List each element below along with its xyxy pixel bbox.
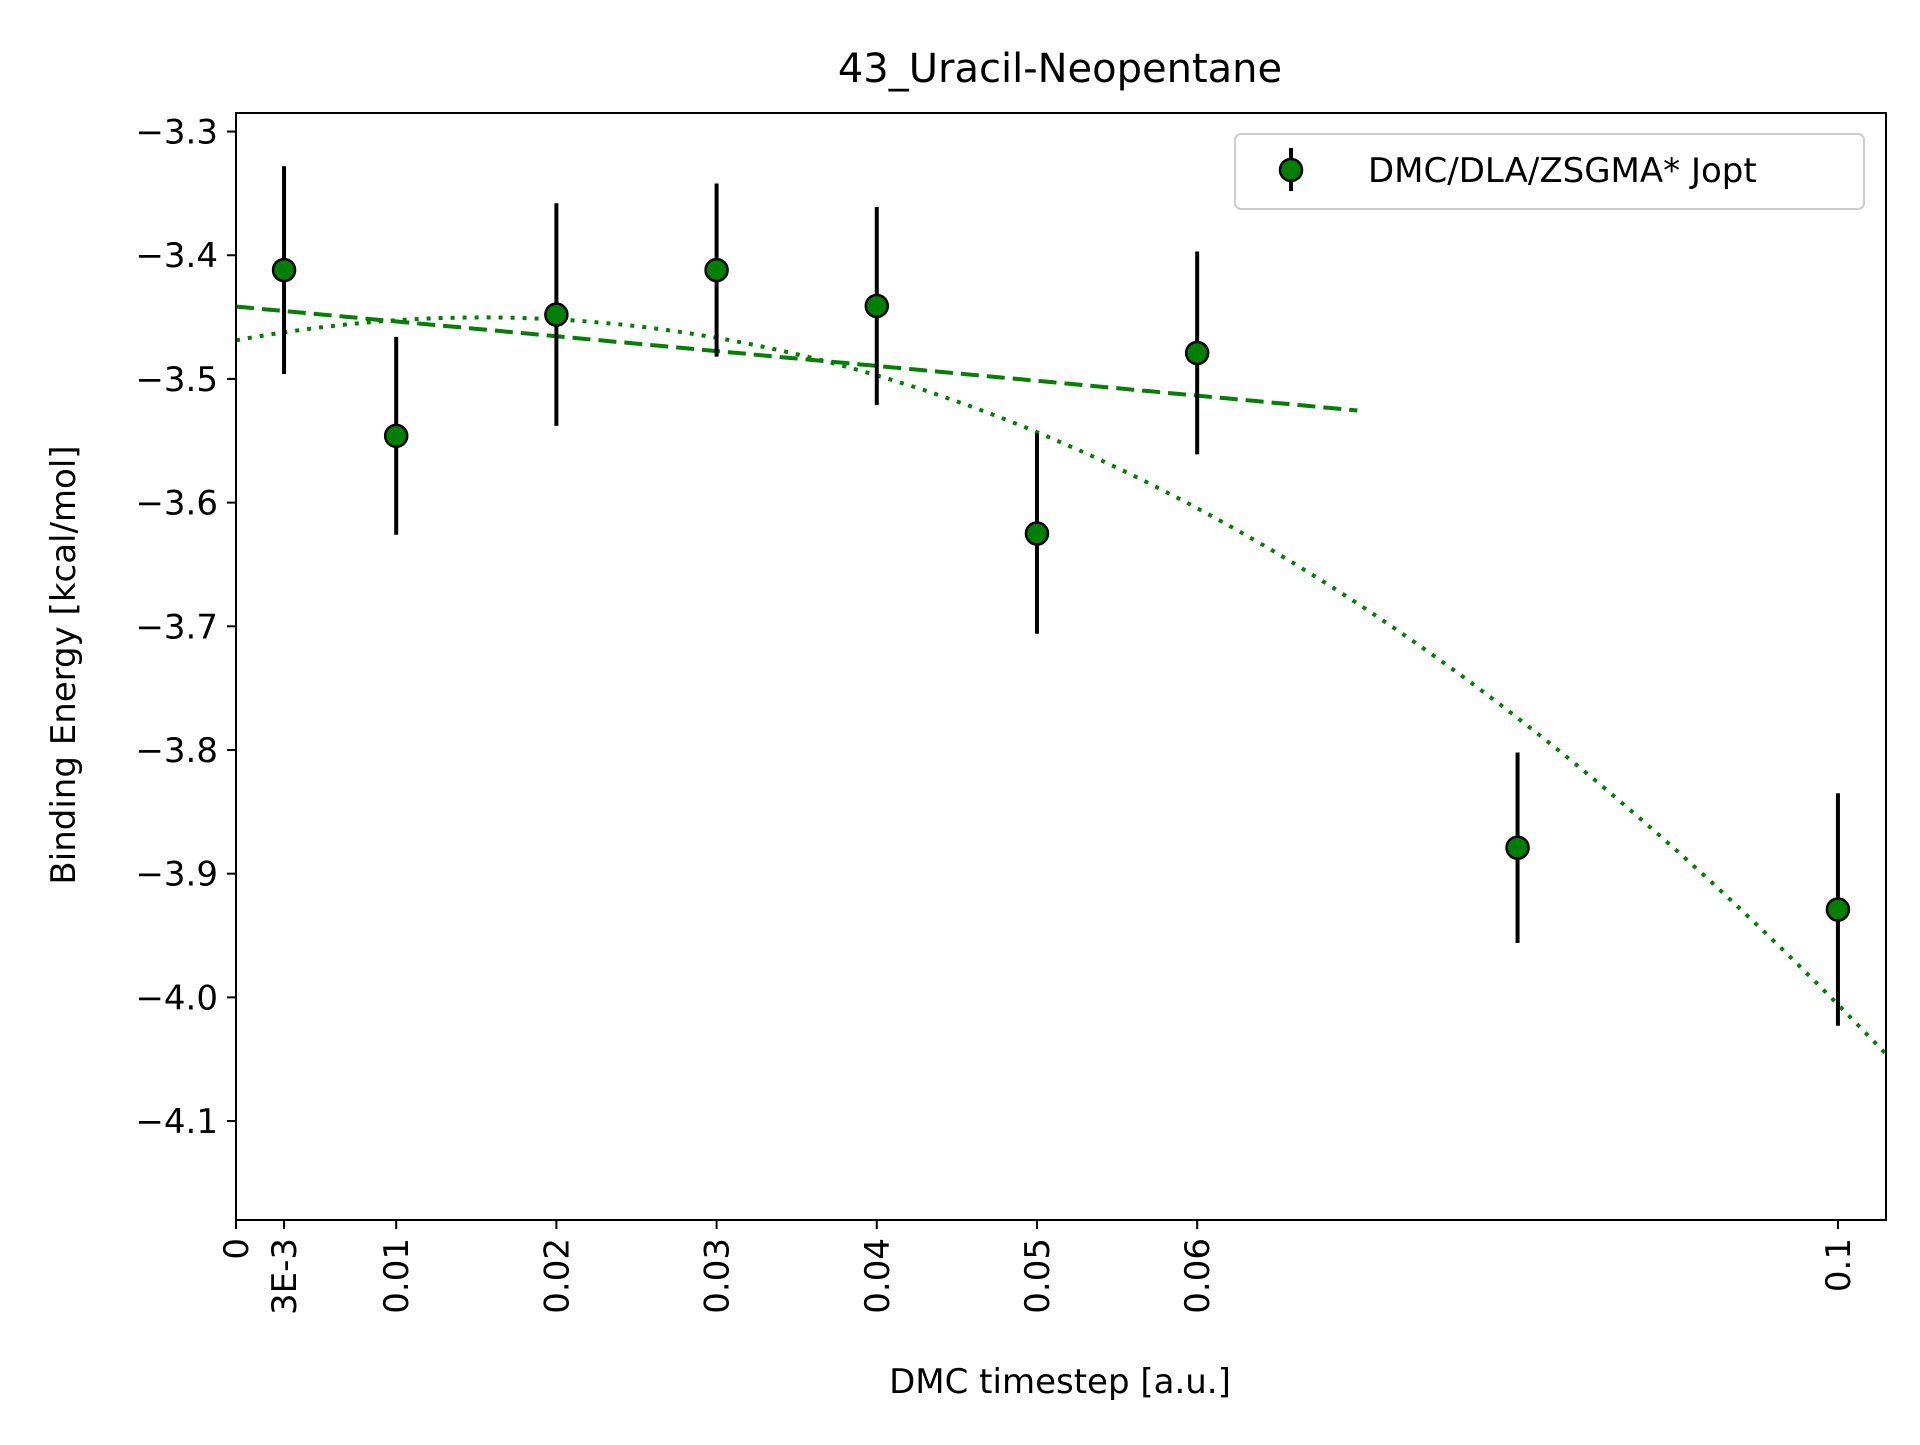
data-point-6 <box>1184 340 1210 366</box>
y-tick-label: −3.6 <box>135 484 218 524</box>
x-tick-label: 0.02 <box>537 1238 577 1314</box>
x-axis-label: DMC timestep [a.u.] <box>889 1362 1231 1402</box>
plot-area: −3.3 −3.4 −3.5 −3.6 −3.7 −3.8 −3.9 −4.0 −4.1 0 3E-… <box>135 112 1887 1315</box>
x-tick-label: 0.03 <box>698 1238 738 1314</box>
y-tick-label: −3.7 <box>135 607 218 647</box>
data-point-1 <box>383 423 409 449</box>
y-tick-label: −3.4 <box>135 236 218 276</box>
y-tick-label: −4.0 <box>135 978 218 1018</box>
fit-line-dashed <box>236 304 1358 413</box>
axes-frame <box>235 112 1887 1221</box>
x-tick-label: 0 <box>217 1238 257 1260</box>
legend: DMC/DLA/ZSGMA* Jopt <box>1234 133 1865 210</box>
x-tick-label: 3E-3 <box>265 1238 305 1315</box>
data-point-7 <box>1505 835 1530 860</box>
legend-box <box>1234 133 1865 210</box>
y-tick-label: −3.5 <box>135 360 218 400</box>
data-point-5 <box>1024 521 1050 546</box>
legend-label: DMC/DLA/ZSGMA* Jopt <box>1368 151 1757 191</box>
y-axis-label: Binding Energy [kcal/mol] <box>44 445 84 884</box>
data-point-0 <box>271 257 297 283</box>
x-tick-label: 0.01 <box>377 1238 417 1314</box>
data-point-4 <box>864 293 890 319</box>
data-point-8 <box>1825 897 1851 922</box>
x-tick-label: 0.05 <box>1018 1238 1058 1314</box>
x-tick-label: 0.06 <box>1178 1238 1218 1314</box>
data-point-2 <box>544 302 569 327</box>
fit-line-dotted <box>236 315 1886 1056</box>
data-point-3 <box>704 257 729 283</box>
y-tick-label: −4.1 <box>135 1102 218 1142</box>
y-tick-label: −3.8 <box>135 731 218 771</box>
y-tick-label: −3.9 <box>135 855 218 895</box>
x-tick-label: 0.1 <box>1819 1238 1859 1292</box>
y-tick-label: −3.3 <box>135 113 218 153</box>
legend-marker <box>1278 157 1304 183</box>
x-tick-label: 0.04 <box>858 1238 898 1314</box>
chart-title: 43_Uracil-Neopentane <box>838 46 1282 92</box>
